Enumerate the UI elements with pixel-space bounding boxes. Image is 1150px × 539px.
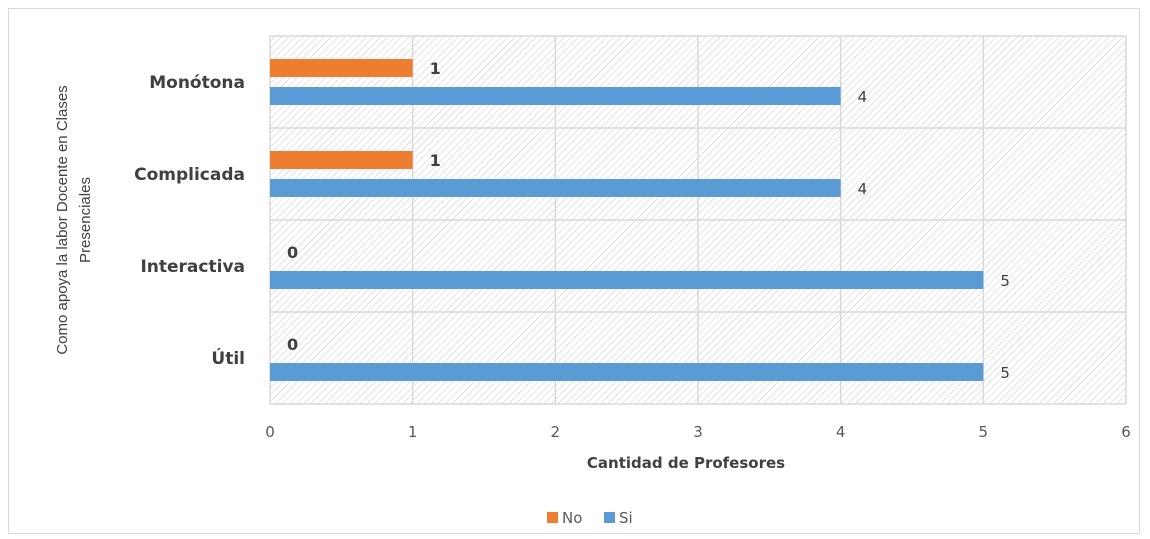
data-label-no: 1: [430, 151, 441, 170]
y-axis-title: Como apoya la labor Docente en Clases Pr…: [54, 85, 94, 354]
data-label-si: 4: [858, 180, 868, 198]
bar-si: [270, 363, 983, 381]
data-label-no: 1: [430, 59, 441, 78]
category-label: Útil: [211, 347, 245, 369]
y-axis-title-line-2: Presenciales: [77, 177, 94, 263]
bar-si: [270, 179, 841, 197]
category-label: Complicada: [134, 165, 245, 185]
bar-no: [270, 151, 413, 169]
data-label-no: 0: [287, 335, 298, 354]
y-axis-title-line-1: Como apoya la labor Docente en Clases: [54, 85, 71, 354]
legend: No Si: [547, 509, 633, 527]
x-axis-title: Cantidad de Profesores: [587, 454, 785, 472]
data-label-si: 5: [1000, 364, 1010, 382]
bar-si: [270, 271, 983, 289]
x-tick-label: 1: [408, 423, 418, 441]
x-tick-label: 5: [979, 423, 989, 441]
x-tick-label: 3: [693, 423, 703, 441]
data-label-no: 0: [287, 243, 298, 262]
legend-swatch-si: [604, 512, 615, 523]
x-tick-label: 6: [1121, 423, 1131, 441]
legend-swatch-no: [547, 512, 558, 523]
x-tick-label: 4: [836, 423, 846, 441]
category-labels: Monótona Complicada Interactiva Útil: [134, 73, 245, 369]
category-label: Monótona: [149, 73, 245, 93]
legend-label-no: No: [562, 509, 582, 527]
x-tick-labels: 0 1 2 3 4 5 6: [265, 423, 1131, 441]
x-tick-label: 0: [265, 423, 275, 441]
x-tick-label: 2: [551, 423, 561, 441]
bar-si: [270, 87, 841, 105]
category-label: Interactiva: [140, 257, 245, 277]
legend-label-si: Si: [619, 509, 633, 527]
data-label-si: 4: [858, 88, 868, 106]
data-label-si: 5: [1000, 272, 1010, 290]
bar-no: [270, 59, 413, 77]
